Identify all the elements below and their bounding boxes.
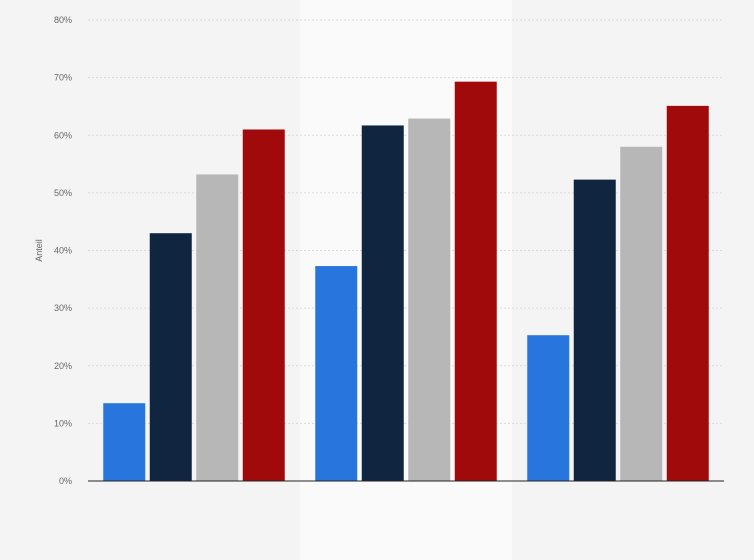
bar[interactable] [242, 129, 285, 482]
y-tick-label: 40% [54, 246, 72, 256]
y-tick-label: 60% [54, 130, 72, 140]
bar[interactable] [149, 233, 192, 481]
y-tick-label: 30% [54, 303, 72, 313]
bars [103, 81, 709, 482]
y-tick-label: 70% [54, 73, 72, 83]
bar[interactable] [573, 179, 616, 481]
gridlines [88, 19, 724, 424]
bar[interactable] [527, 335, 570, 481]
y-tick-label: 80% [54, 15, 72, 25]
bar[interactable] [196, 174, 239, 481]
y-axis-title: Anteil [34, 239, 44, 262]
y-tick-label: 20% [54, 361, 72, 371]
bar[interactable] [666, 105, 709, 481]
y-tick-label: 10% [54, 418, 72, 428]
bar[interactable] [454, 81, 497, 481]
y-tick-label: 0% [59, 476, 72, 486]
y-axis-ticks: 0% 10% 20% 30% 40% 50% 60% 70% 80% [54, 15, 72, 486]
bar[interactable] [361, 125, 404, 482]
bar[interactable] [408, 118, 451, 481]
bar[interactable] [620, 146, 663, 481]
bar[interactable] [103, 403, 146, 481]
bar[interactable] [315, 266, 358, 481]
y-tick-label: 50% [54, 188, 72, 198]
